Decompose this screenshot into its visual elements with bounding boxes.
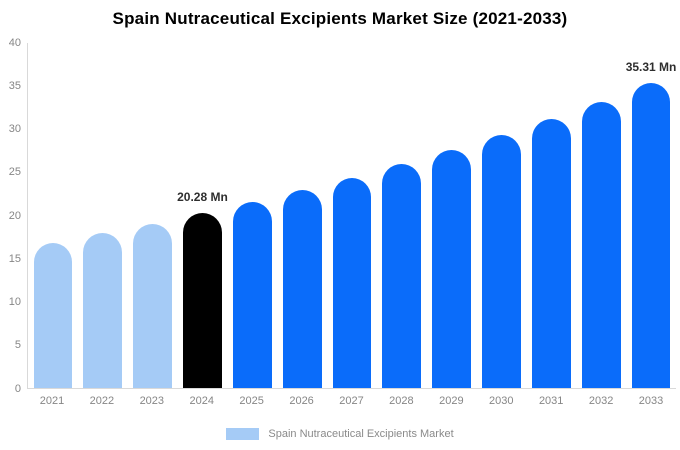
- bar-column-2030: [477, 43, 527, 388]
- bar-column-2023: [128, 43, 178, 388]
- x-tick-label-2026: 2026: [289, 395, 314, 407]
- bar-column-2022: [78, 43, 128, 388]
- bars-container: 20.28 Mn 35.31 Mn: [28, 43, 676, 388]
- bar-2021: [33, 242, 73, 388]
- legend-swatch: [226, 428, 260, 440]
- x-tick-label-2027: 2027: [339, 395, 364, 407]
- x-tick-label-2031: 2031: [538, 395, 564, 407]
- bar-2026: [282, 190, 322, 388]
- y-tick-label-5: 5: [14, 339, 21, 352]
- x-tick-label-2032: 2032: [588, 395, 614, 407]
- bar-2031: [531, 118, 571, 388]
- legend: Spain Nutraceutical Excipients Market: [0, 427, 680, 441]
- y-tick-label-40: 40: [8, 36, 21, 49]
- legend-label: Spain Nutraceutical Excipients Market: [268, 428, 454, 440]
- x-tick-label-2030: 2030: [489, 395, 514, 407]
- bar-column-2032: [576, 43, 626, 388]
- y-tick-label-15: 15: [8, 252, 21, 265]
- bar-column-2024: 20.28 Mn: [177, 43, 228, 388]
- bar-2024: [183, 213, 222, 388]
- bar-2023: [133, 223, 173, 388]
- y-tick-label-20: 20: [8, 209, 21, 222]
- bar-2029: [432, 149, 472, 388]
- x-tick-label-2021: 2021: [39, 395, 65, 407]
- y-tick-label-0: 0: [14, 382, 21, 395]
- y-tick-label-10: 10: [8, 296, 21, 308]
- plot-area: 20.28 Mn 35.31 Mn: [27, 43, 676, 389]
- x-tick-label-2028: 2028: [389, 395, 414, 407]
- bar-2027: [332, 177, 372, 388]
- bar-column-2033: 35.31 Mn: [626, 43, 676, 388]
- x-tick-label-2033: 2033: [638, 395, 664, 407]
- bar-column-2026: [277, 43, 327, 388]
- bar-value-label-2024: 20.28 Mn: [177, 190, 228, 205]
- x-tick-label-2029: 2029: [439, 395, 464, 407]
- bar-value-label-2033: 35.31 Mn: [625, 60, 677, 75]
- bar-column-2028: [377, 43, 427, 388]
- bar-column-2027: [327, 43, 377, 388]
- bar-column-2031: [526, 43, 576, 388]
- bar-column-2025: [227, 43, 277, 388]
- bar-2022: [83, 233, 123, 388]
- x-tick-label-2024: 2024: [189, 395, 214, 407]
- y-tick-label-30: 30: [8, 123, 21, 135]
- bar-column-2021: [28, 43, 78, 388]
- chart-title: Spain Nutraceutical Excipients Market Si…: [112, 9, 568, 28]
- bar-2028: [382, 164, 422, 388]
- bar-2033: [631, 83, 671, 388]
- bar-column-2029: [427, 43, 477, 388]
- x-tick-label-2025: 2025: [239, 395, 264, 407]
- y-axis-tick-labels: 0 5 10 15 20 25 30 35 40: [0, 37, 21, 395]
- x-tick-label-2022: 2022: [89, 395, 115, 407]
- y-tick-label-25: 25: [8, 166, 21, 179]
- x-tick-label-2023: 2023: [139, 395, 165, 407]
- bar-2025: [232, 201, 272, 388]
- y-tick-label-35: 35: [8, 79, 21, 92]
- bar-2030: [482, 134, 521, 388]
- x-axis-tick-labels: 2021 2022 2023 2024 2025 2026 2027 2028 2029 2030…: [27, 395, 676, 407]
- bar-2032: [581, 101, 621, 388]
